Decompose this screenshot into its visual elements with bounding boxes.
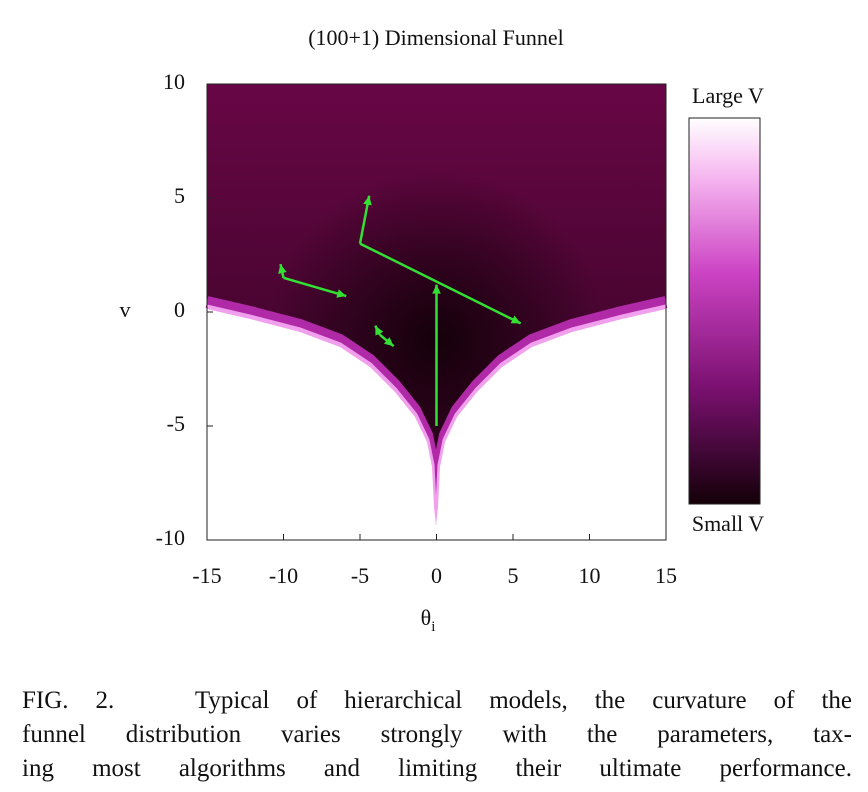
colorbar xyxy=(688,117,761,505)
x-tick-label: 5 xyxy=(508,563,519,588)
arrow-head xyxy=(278,264,287,274)
x-axis-label-subscript: i xyxy=(431,619,435,635)
chart: (100+1) Dimensional Funnel Large V Small… xyxy=(120,25,765,635)
arrow-head xyxy=(510,315,521,324)
arrow-head xyxy=(383,337,394,347)
colorbar-bottom-label: Small V xyxy=(692,511,764,536)
funnel-empty-region xyxy=(207,309,666,540)
x-tick-label: -5 xyxy=(351,563,369,588)
arrow-head xyxy=(375,325,384,336)
x-axis-label: θi xyxy=(421,605,436,635)
y-tick-label: -10 xyxy=(156,525,185,550)
trajectory-arrow xyxy=(283,276,347,298)
y-tick-label: 5 xyxy=(174,183,185,208)
x-tick-label: 10 xyxy=(579,563,601,588)
y-tick-label: -5 xyxy=(167,411,185,436)
arrow-head xyxy=(363,195,372,206)
x-tick-label: 0 xyxy=(431,563,442,588)
x-tick-label: 15 xyxy=(655,563,677,588)
y-tick-label: 0 xyxy=(174,297,185,322)
colorbar-top-label: Large V xyxy=(692,83,764,108)
caption-line: ing most algorithms and limiting their u… xyxy=(22,755,852,782)
y-tick-label: 10 xyxy=(163,69,185,94)
x-tick-label: -15 xyxy=(192,563,221,588)
y-axis-label: v xyxy=(120,297,131,322)
trajectory-arrow xyxy=(359,242,522,325)
chart-title: (100+1) Dimensional Funnel xyxy=(308,25,564,50)
caption-line: funnel distribution varies strongly with… xyxy=(22,721,852,748)
arrow-head xyxy=(432,284,441,294)
caption-line: FIG. 2. Typical of hierarchical models, … xyxy=(22,687,852,714)
funnel-edge-light xyxy=(206,304,667,524)
x-axis-label-main: θ xyxy=(421,605,432,630)
arrow-head xyxy=(336,289,347,298)
x-tick-label: -10 xyxy=(269,563,298,588)
